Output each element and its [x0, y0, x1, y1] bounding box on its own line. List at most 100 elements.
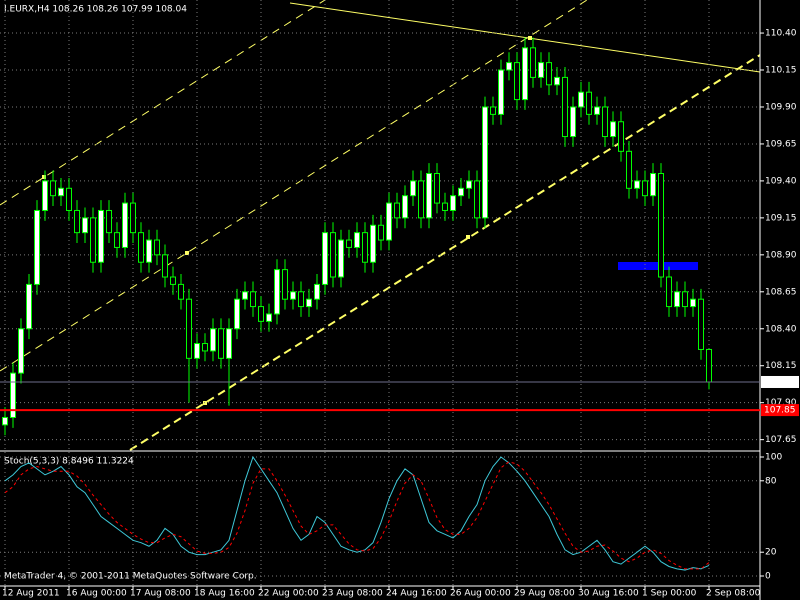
y-tick-label: 0 — [765, 572, 771, 582]
candle-body — [114, 232, 120, 248]
candle-body — [538, 62, 544, 78]
candle-body — [18, 328, 24, 374]
grid — [0, 0, 760, 586]
anchor-point — [528, 36, 532, 40]
candle-body — [666, 276, 672, 308]
x-tick-label: 2 Sep 08:00 — [706, 589, 761, 599]
candle-body — [410, 180, 416, 197]
y-tick-label: 108.90 — [765, 250, 797, 260]
x-tick-label: 18 Aug 16:00 — [194, 589, 255, 599]
candle-body — [202, 343, 208, 352]
candle-body — [170, 276, 176, 285]
candle-body — [554, 76, 560, 86]
candle-body — [258, 306, 264, 322]
candle-body — [570, 106, 576, 138]
candle-body — [178, 283, 184, 300]
candle-body — [378, 224, 384, 241]
y-tick-label: 109.65 — [765, 139, 797, 149]
x-tick-label: 17 Aug 08:00 — [130, 589, 191, 599]
candle-body — [90, 217, 96, 263]
candle-body — [66, 187, 72, 211]
candle-body — [546, 62, 552, 86]
x-tick-label: 29 Aug 08:00 — [514, 589, 575, 599]
candle-body — [74, 209, 80, 234]
candle-body — [362, 232, 368, 263]
copyright: MetaTrader 4, © 2001-2011 MetaQuotes Sof… — [4, 572, 257, 582]
candle-body — [698, 298, 704, 350]
y-tick-label: 109.15 — [765, 213, 797, 223]
candle-body — [234, 298, 240, 330]
candle-body — [682, 291, 688, 308]
candle-body — [274, 269, 280, 315]
candle-body — [42, 180, 48, 211]
candle-body — [122, 202, 128, 248]
candle-body — [386, 202, 392, 241]
candle-body — [706, 348, 712, 383]
candle-body — [602, 106, 608, 138]
candle-body — [314, 283, 320, 300]
y-tick-label: 80 — [765, 476, 777, 486]
y-tick-label: 108.40 — [765, 324, 797, 334]
candle-body — [322, 232, 328, 285]
y-tick-label: 100 — [765, 452, 782, 462]
candle-body — [186, 298, 192, 359]
x-tick-label: 16 Aug 00:00 — [66, 589, 127, 599]
price-label-box — [761, 404, 799, 417]
candle-body — [474, 180, 480, 219]
candle-body — [610, 121, 616, 138]
candle-body — [306, 298, 312, 308]
candle-body — [466, 180, 472, 189]
price-label: 107.85 — [764, 406, 796, 416]
x-tick-label: 1 Sep 00:00 — [642, 589, 697, 599]
candle-body — [506, 62, 512, 71]
indicator-line — [4, 461, 710, 570]
candle-body — [490, 106, 496, 115]
candle-body — [450, 195, 456, 211]
y-tick-label: 109.40 — [765, 176, 797, 186]
candle-body — [330, 232, 336, 278]
candle-body — [138, 232, 144, 263]
y-tick-label: 107.90 — [765, 398, 797, 408]
candle-body — [370, 224, 376, 263]
candle-body — [298, 291, 304, 308]
candle-body — [674, 291, 680, 308]
candle-body — [458, 187, 464, 197]
candle-body — [690, 298, 696, 308]
channel-line — [129, 54, 761, 451]
x-tick-label: 23 Aug 08:00 — [322, 589, 383, 599]
candle-body — [290, 291, 296, 300]
candle-body — [82, 217, 88, 234]
candle-body — [522, 47, 528, 101]
candle-body — [594, 106, 600, 115]
candle-body — [418, 180, 424, 219]
candle-body — [578, 91, 584, 108]
candle-body — [482, 106, 488, 219]
y-tick-label: 108.65 — [765, 287, 797, 297]
candle-body — [642, 180, 648, 197]
candles — [2, 37, 712, 436]
candle-body — [162, 254, 168, 278]
candle-body — [2, 416, 8, 426]
y-tick-label: 20 — [765, 548, 777, 558]
candle-body — [250, 291, 256, 308]
candle-body — [154, 239, 160, 256]
x-tick-label: 22 Aug 00:00 — [258, 589, 319, 599]
candle-body — [530, 47, 536, 78]
candle-body — [586, 91, 592, 115]
price-label: 108.04 — [764, 377, 796, 387]
candle-body — [226, 328, 232, 359]
candle-body — [626, 150, 632, 189]
candle-body — [26, 283, 32, 330]
candle-body — [210, 328, 216, 352]
candle-body — [650, 173, 656, 197]
candle-body — [426, 173, 432, 219]
candle-body — [146, 239, 152, 263]
price-label-box — [761, 375, 799, 388]
candle-body — [514, 62, 520, 101]
x-tick-label: 26 Aug 00:00 — [450, 589, 511, 599]
candle-body — [266, 313, 272, 322]
candle-body — [34, 209, 40, 285]
candle-body — [562, 76, 568, 138]
indicator-line — [4, 455, 710, 571]
